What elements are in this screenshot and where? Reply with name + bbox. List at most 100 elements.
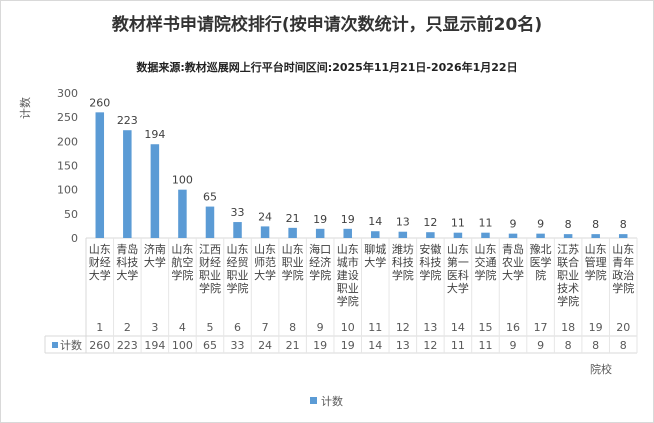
bar — [591, 234, 600, 238]
data-label: 8 — [620, 218, 627, 231]
rank-label: 3 — [151, 321, 158, 334]
rank-label: 4 — [179, 321, 186, 334]
category-label: 建设 — [337, 268, 359, 282]
category-label: 大学 — [254, 268, 276, 282]
rank-label: 13 — [423, 321, 437, 334]
y-tick-label: 0 — [71, 232, 78, 245]
category-label: 经贸 — [227, 256, 249, 269]
category-label: 山东 — [585, 243, 607, 256]
data-label: 65 — [203, 191, 217, 204]
table-value: 19 — [313, 339, 327, 352]
category-label: 山东 — [474, 243, 496, 256]
bar — [508, 233, 518, 238]
rank-label: 1 — [96, 321, 103, 334]
category-label: 大学 — [144, 255, 166, 269]
category-label: 技术 — [557, 282, 579, 295]
category-label: 聊城 — [364, 242, 386, 256]
category-label: 山东 — [171, 243, 193, 256]
category-label: 济南 — [144, 242, 166, 256]
category-label: 大学 — [502, 268, 524, 282]
table-value: 12 — [423, 339, 437, 352]
category-label: 山东 — [282, 243, 304, 256]
category-label: 职业 — [557, 269, 579, 282]
rank-label: 17 — [534, 321, 548, 334]
rank-label: 12 — [396, 321, 410, 334]
category-label: 科技 — [419, 255, 441, 269]
category-label: 青年 — [612, 255, 634, 269]
table-value: 8 — [565, 339, 572, 352]
bar — [150, 144, 160, 238]
category-label: 航空 — [171, 255, 193, 269]
table-value: 223 — [117, 339, 138, 352]
bar — [205, 206, 215, 238]
table-value: 8 — [592, 339, 599, 352]
rank-label: 9 — [317, 321, 324, 334]
table-value: 24 — [258, 339, 272, 352]
category-label: 学院 — [419, 268, 441, 282]
table-value: 65 — [203, 339, 217, 352]
category-label: 学院 — [585, 268, 607, 282]
y-tick-label: 300 — [57, 87, 78, 100]
category-label: 农业 — [502, 255, 524, 269]
category-label: 院 — [535, 268, 546, 282]
data-label: 223 — [117, 114, 138, 127]
y-tick-label: 150 — [57, 160, 78, 173]
bar — [343, 228, 352, 238]
rank-label: 11 — [368, 321, 382, 334]
bar — [536, 233, 545, 238]
table-value: 19 — [341, 339, 355, 352]
category-label: 科技 — [116, 255, 138, 269]
category-label: 江苏 — [557, 243, 579, 256]
data-label: 12 — [423, 216, 437, 229]
legend: 计数 — [310, 395, 343, 408]
category-label: 政治 — [612, 268, 634, 282]
rank-label: 16 — [506, 321, 520, 334]
x-axis-title: 院校 — [590, 362, 612, 376]
category-label: 师范 — [254, 255, 276, 269]
category-label: 交通 — [474, 255, 496, 269]
data-label: 9 — [510, 218, 517, 231]
category-label: 学院 — [309, 268, 331, 282]
category-label: 江西 — [199, 243, 221, 256]
category-label: 安徽 — [419, 242, 441, 256]
category-label: 大学 — [447, 281, 469, 295]
rank-label: 5 — [206, 321, 213, 334]
y-tick-label: 50 — [64, 208, 78, 221]
y-tick-label: 200 — [57, 135, 78, 148]
category-label: 学院 — [557, 294, 579, 308]
category-label: 学院 — [227, 281, 249, 295]
rank-label: 15 — [478, 321, 492, 334]
bar — [618, 234, 628, 238]
category-label: 职业 — [199, 269, 221, 282]
category-label: 海口 — [309, 242, 331, 256]
bar — [123, 130, 132, 238]
data-label: 100 — [172, 174, 193, 187]
chart-subtitle: 数据来源:教材巡展网上行平台时间区间:2025年11月21日-2026年1月22… — [136, 60, 517, 74]
table-value: 33 — [231, 339, 245, 352]
bar — [563, 234, 573, 238]
category-label: 大学 — [89, 268, 111, 282]
category-label: 医科 — [447, 268, 469, 282]
data-label: 260 — [89, 96, 110, 109]
data-label: 11 — [478, 217, 492, 230]
data-label: 14 — [368, 215, 382, 228]
category-label: 科技 — [392, 255, 414, 269]
category-label: 学院 — [171, 268, 193, 282]
rank-label: 19 — [589, 321, 603, 334]
bar — [178, 189, 187, 238]
data-label: 21 — [286, 212, 300, 225]
y-tick-label: 100 — [57, 184, 78, 197]
rank-label: 2 — [124, 321, 131, 334]
table-row-label: 计数 — [60, 339, 82, 352]
category-label: 山东 — [227, 243, 249, 256]
category-label: 豫北 — [530, 243, 552, 256]
table-value: 8 — [620, 339, 627, 352]
table-value: 100 — [172, 339, 193, 352]
category-label: 财经 — [199, 255, 221, 269]
table-value: 260 — [89, 339, 110, 352]
bar — [95, 112, 105, 238]
category-label: 山东 — [337, 243, 359, 256]
rank-label: 7 — [262, 321, 269, 334]
category-label: 第一 — [447, 255, 469, 269]
